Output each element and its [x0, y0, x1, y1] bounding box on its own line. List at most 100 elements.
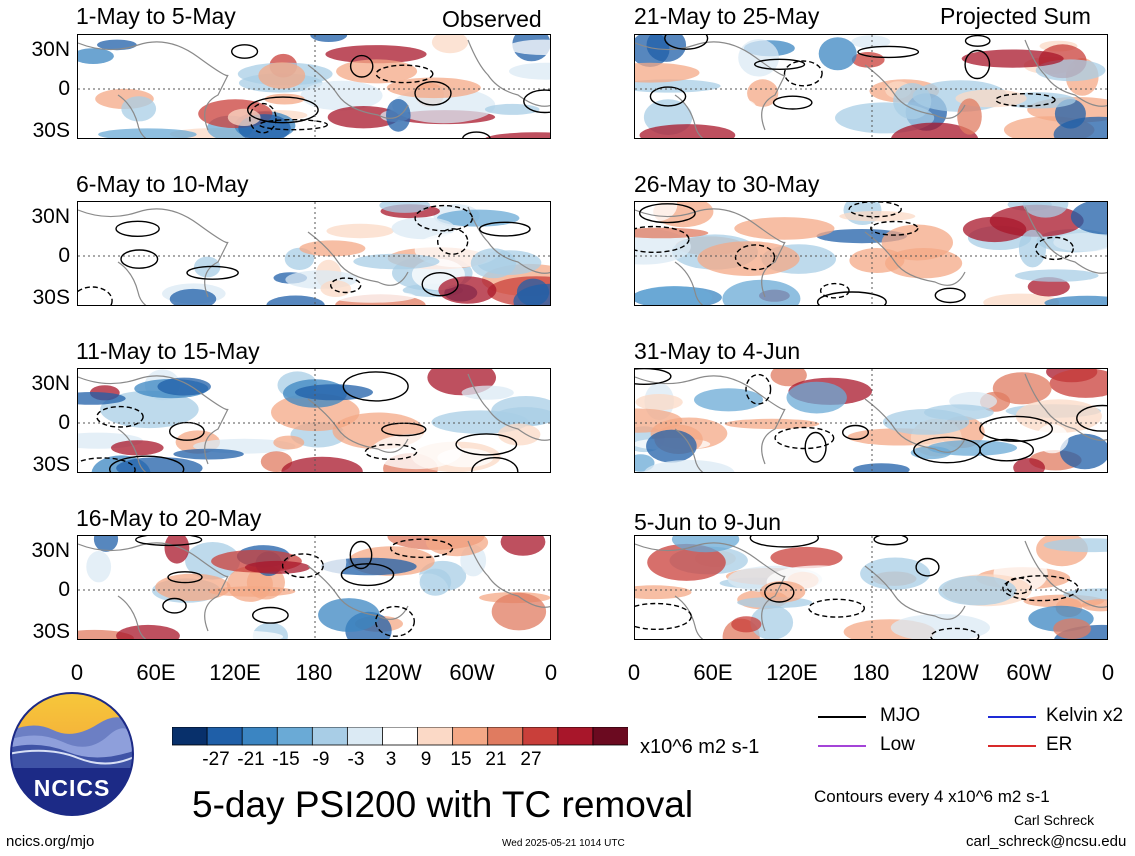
contour-line	[478, 221, 531, 237]
coastline	[467, 39, 550, 107]
map-panel	[77, 368, 551, 473]
anomaly-shading	[310, 35, 348, 42]
colorbar-swatch	[452, 727, 489, 746]
lon-label: 0	[627, 660, 641, 685]
lon-label: 180	[295, 660, 333, 685]
anomaly-shading	[494, 407, 550, 427]
contour-line	[342, 371, 409, 402]
anomaly-shading	[244, 560, 311, 574]
anomaly-shading	[227, 108, 261, 126]
anomaly-shading	[1070, 202, 1107, 235]
anomaly-shading	[1035, 59, 1106, 82]
anomaly-shading	[1014, 269, 1099, 282]
anomaly-shading	[98, 128, 197, 138]
anomaly-shading	[318, 598, 380, 632]
contour-line	[964, 35, 991, 47]
contour-line	[979, 438, 1034, 462]
colorbar-tick-label: 27	[520, 749, 542, 770]
anomaly-shading	[961, 49, 1064, 68]
anomaly-shading	[169, 288, 217, 305]
contour-line	[635, 369, 672, 385]
contour-line	[471, 457, 519, 472]
contour-line	[437, 228, 469, 255]
contour-line	[251, 606, 289, 624]
contour-line	[109, 455, 185, 472]
map-panel	[77, 34, 551, 139]
contour-line	[915, 557, 940, 577]
contour-line	[816, 291, 887, 305]
legend-label-er: ER	[1046, 734, 1073, 755]
lon-label: 180	[852, 660, 890, 685]
legend-line-mjo	[818, 716, 866, 718]
coastline	[1024, 206, 1107, 274]
anomaly-shading	[694, 388, 763, 412]
contour-line	[1002, 575, 1079, 602]
colorbar-swatch	[172, 727, 208, 746]
anomaly-shading	[727, 99, 756, 115]
contour-line	[964, 49, 991, 80]
panel-title: 21-May to 25-May	[634, 3, 820, 29]
contour-line	[635, 602, 692, 630]
contour-line	[249, 102, 277, 134]
anomaly-shading	[379, 202, 431, 213]
anomaly-shading	[635, 62, 700, 83]
contour-line	[246, 96, 319, 124]
anomaly-shading	[635, 286, 713, 305]
contour-line	[870, 220, 919, 236]
colorbar-swatch	[522, 727, 559, 746]
lon-label: 0	[70, 660, 84, 685]
panel-title: 5-Jun to 9-Jun	[634, 509, 782, 535]
anomaly-shading	[327, 106, 400, 129]
colorbar-tick-label: -3	[347, 749, 365, 770]
colorbar-tick-label: -27	[202, 749, 230, 770]
anomaly-shading	[461, 385, 514, 400]
anomaly-shading	[697, 241, 800, 276]
anomaly-shading	[483, 436, 550, 470]
coastline	[307, 565, 409, 620]
contour-line	[841, 424, 869, 441]
anomaly-shading	[890, 614, 990, 639]
footer-author: Carl Schreck	[1014, 812, 1095, 828]
anomaly-shading	[391, 217, 455, 240]
anomaly-shading	[116, 624, 180, 639]
contour-line	[783, 60, 823, 87]
anomaly-shading	[491, 592, 547, 631]
lat-label: 0	[58, 578, 70, 601]
footer-url[interactable]: ncics.org/mjo	[6, 833, 95, 850]
anomaly-shading	[485, 132, 550, 138]
anomaly-shading	[1036, 424, 1069, 454]
anomaly-shading	[78, 48, 114, 64]
anomaly-shading	[635, 394, 683, 411]
coastline	[864, 398, 966, 453]
lat-label: 0	[58, 244, 70, 267]
anomaly-shading	[78, 392, 126, 405]
coastline	[1024, 540, 1107, 608]
contour-line	[754, 58, 806, 70]
lat-label: 30S	[32, 453, 70, 476]
anomaly-shading	[121, 96, 157, 122]
anomaly-shading	[164, 536, 190, 564]
anomaly-shading	[155, 573, 231, 601]
panel-title: 16-May to 20-May	[76, 505, 262, 531]
contour-line	[979, 415, 1053, 442]
colorbar-tick-label: 9	[420, 749, 432, 770]
coastline	[635, 542, 786, 632]
contour-line	[804, 431, 827, 463]
contour-line	[734, 244, 776, 271]
anomaly-shading	[786, 381, 847, 414]
ncics-logo: NCICS	[8, 690, 136, 818]
anomaly-shading	[299, 240, 366, 257]
coastline	[78, 375, 229, 465]
anomaly-shading	[818, 37, 857, 71]
map-panel	[634, 201, 1108, 306]
coastline	[467, 206, 550, 274]
footer-email[interactable]: carl_schreck@ncsu.edu	[966, 833, 1127, 850]
map-panel	[77, 535, 551, 640]
anomaly-shading	[266, 295, 325, 305]
anomaly-shading	[893, 83, 932, 120]
colorbar-swatch	[241, 727, 278, 746]
coastline	[78, 41, 229, 131]
coastline	[307, 231, 409, 286]
anomaly-shading	[770, 369, 807, 387]
anomaly-shading	[207, 630, 284, 639]
